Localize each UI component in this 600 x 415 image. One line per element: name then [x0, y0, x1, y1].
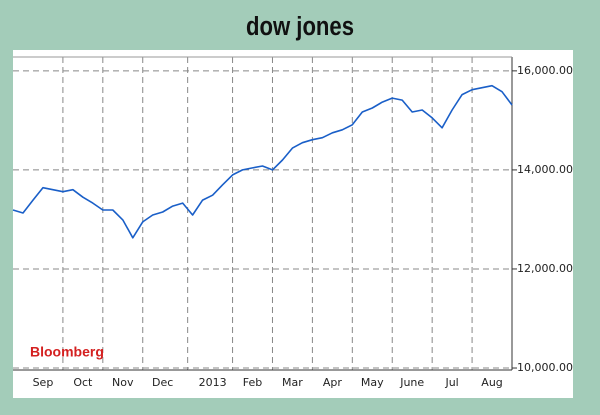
x-tick-label: Oct	[73, 376, 93, 389]
x-tick-label: Sep	[33, 376, 54, 389]
y-tick-label: 16,000.00	[517, 64, 573, 77]
x-tick-label: June	[399, 376, 424, 389]
x-tick-label: Nov	[112, 376, 134, 389]
chart-title: dow jones	[246, 12, 354, 41]
x-tick-label: Jul	[444, 376, 458, 389]
y-tick-label: 12,000.00	[517, 262, 573, 275]
x-tick-label: Dec	[152, 376, 173, 389]
source-label: Bloomberg	[30, 344, 104, 360]
x-tick-label: Feb	[243, 376, 262, 389]
x-tick-label: 2013	[199, 376, 227, 389]
plot-area: 10,000.00 12,000.00 14,000.00 16,000.00 Sep O…	[12, 56, 573, 389]
chart-panel	[13, 50, 573, 398]
x-tick-label: Aug	[481, 376, 502, 389]
y-tick-label: 14,000.00	[517, 163, 573, 176]
y-tick-label: 10,000.00	[517, 361, 573, 374]
data-line	[12, 84, 513, 239]
x-tick-label: Mar	[282, 376, 303, 389]
x-tick-label: May	[361, 376, 384, 389]
x-tick-label: Apr	[323, 376, 343, 389]
